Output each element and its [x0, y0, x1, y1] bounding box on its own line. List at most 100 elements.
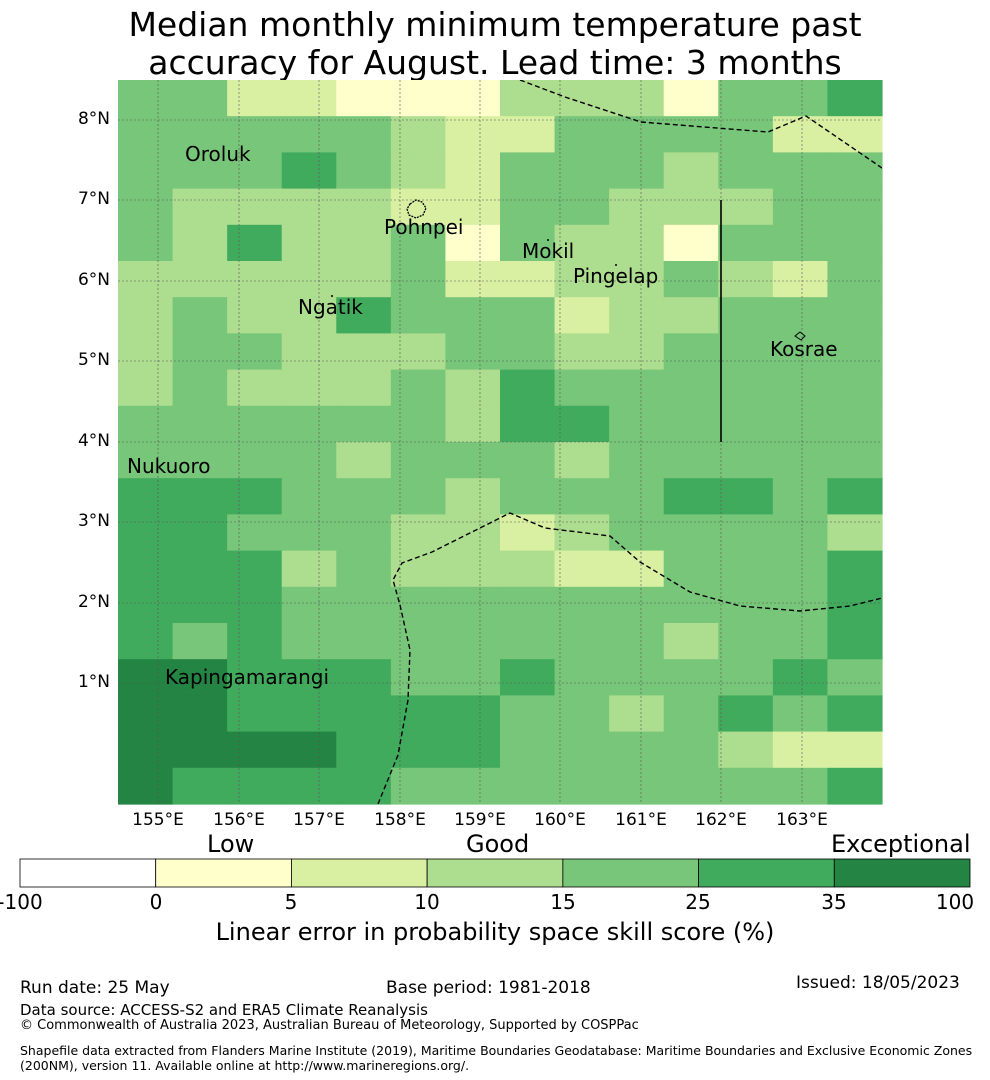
grid-cell: [281, 731, 337, 769]
grid-cell: [718, 261, 774, 298]
grid-cell: [390, 586, 447, 624]
grid-cell: [500, 188, 556, 226]
grid-cell: [554, 80, 610, 117]
grid-cell: [227, 116, 283, 153]
grid-cell: [609, 442, 665, 479]
grid-cell: [336, 116, 392, 153]
grid-cell: [554, 659, 610, 696]
grid-cell: [663, 550, 719, 588]
grid-cell: [227, 224, 283, 262]
grid-cell: [118, 369, 174, 407]
grid-cell: [609, 188, 665, 226]
grid-cell: [390, 224, 447, 262]
grid-cell: [336, 731, 392, 769]
grid-cell: [172, 478, 228, 515]
grid-cell: [772, 478, 829, 515]
grid-cell: [827, 550, 883, 588]
grid-cell: [172, 659, 228, 696]
grid-cell: [718, 659, 774, 696]
place-label-nukuoro: Nukuoro: [127, 454, 211, 478]
grid-cell: [336, 586, 392, 624]
grid-cell: [445, 333, 501, 371]
grid-cell: [609, 695, 665, 733]
grid-cell: [336, 514, 392, 552]
grid-cell: [554, 405, 610, 443]
grid-cell: [718, 550, 774, 588]
grid-cell: [827, 514, 883, 552]
grid-cell: [663, 695, 719, 733]
grid-cell: [118, 442, 174, 479]
grid-cell: [118, 695, 174, 733]
grid-cell: [118, 478, 174, 515]
grid-cell: [609, 550, 665, 588]
lon-label: 162°E: [695, 810, 747, 830]
grid-cell: [390, 80, 447, 117]
colorbar-segment: [562, 858, 699, 888]
grid-cell: [445, 478, 501, 515]
grid-cell: [227, 152, 283, 190]
grid-cell: [609, 152, 665, 190]
grid-cell: [172, 731, 228, 769]
grid-cell: [336, 695, 392, 733]
grid-cell: [827, 80, 883, 117]
grid-cell: [390, 478, 447, 515]
colorbar-label: Linear error in probability space skill …: [215, 918, 775, 946]
grid-cell: [663, 514, 719, 552]
grid-cell: [827, 188, 883, 226]
grid-cell: [609, 659, 665, 696]
grid-cell: [609, 623, 665, 660]
grid-cell: [281, 116, 337, 153]
grid-cell: [718, 442, 774, 479]
grid-cell: [772, 623, 829, 660]
grid-cell: [336, 550, 392, 588]
grid-cell: [554, 695, 610, 733]
grid-cell: [554, 261, 610, 298]
grid-cell: [663, 369, 719, 407]
grid-cell: [118, 514, 174, 552]
grid-cell: [827, 116, 883, 153]
grid-cell: [118, 623, 174, 660]
grid-cell: [718, 152, 774, 190]
grid-cell: [281, 623, 337, 660]
grid-cell: [281, 188, 337, 226]
grid-cell: [718, 297, 774, 334]
grid-cell: [227, 514, 283, 552]
grid-cell: [172, 695, 228, 733]
grid-cell: [172, 550, 228, 588]
grid-cell: [281, 369, 337, 407]
grid-cell: [390, 405, 447, 443]
grid-cell: [554, 478, 610, 515]
colorbar-tick: -100: [0, 890, 43, 914]
grid-cell: [227, 369, 283, 407]
grid-cell: [718, 478, 774, 515]
grid-cell: [718, 80, 774, 117]
grid-cell: [445, 224, 501, 262]
run-date: Run date: 25 May: [20, 978, 170, 998]
grid-cell: [827, 767, 883, 805]
base-period: Base period: 1981-2018: [386, 978, 591, 998]
colorbar-segment: [291, 858, 428, 888]
grid-cell: [718, 623, 774, 660]
grid-cell: [445, 152, 501, 190]
place-label-kapingamarangi: Kapingamarangi: [165, 665, 330, 689]
grid-cell: [609, 116, 665, 153]
grid-cell: [390, 297, 447, 334]
grid-cell: [772, 116, 829, 153]
grid-cell: [281, 405, 337, 443]
grid-cell: [554, 224, 610, 262]
grid-cell: [772, 659, 829, 696]
pingelap-island-dot: [615, 264, 617, 266]
grid-cell: [663, 297, 719, 334]
grid-cell: [227, 188, 283, 226]
grid-cell: [500, 767, 556, 805]
grid-cell: [609, 261, 665, 298]
grid-cell: [554, 369, 610, 407]
grid-cell: [827, 442, 883, 479]
lat-label: 8°N: [77, 109, 110, 129]
grid-cell: [118, 80, 174, 117]
grid-cell: [227, 695, 283, 733]
grid-cell: [445, 767, 501, 805]
grid-cell: [772, 297, 829, 334]
grid-cell: [772, 152, 829, 190]
lon-label: 157°E: [293, 810, 345, 830]
